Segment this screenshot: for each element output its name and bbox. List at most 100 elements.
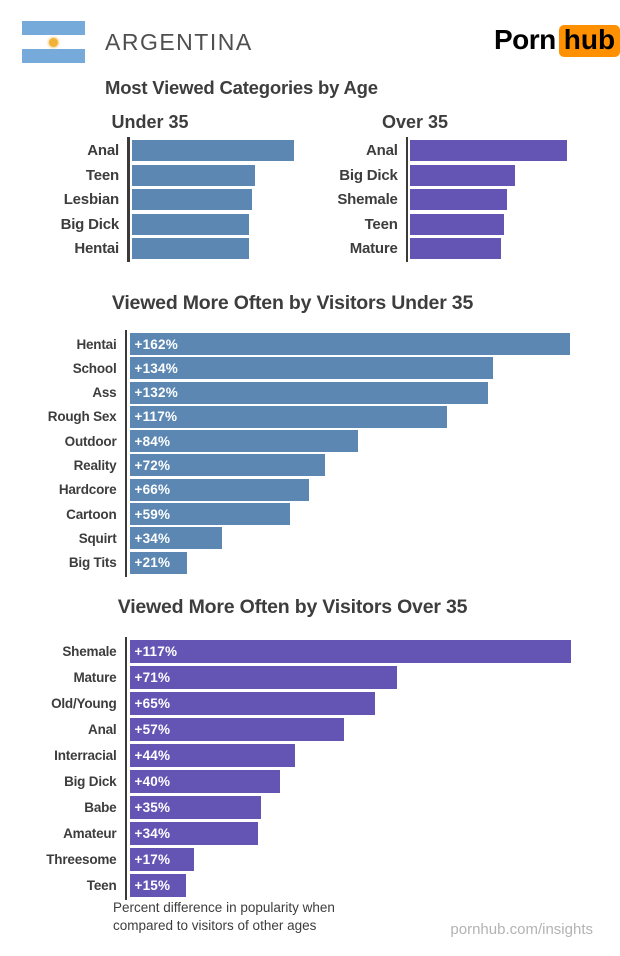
axis-line (127, 137, 130, 262)
country-name: ARGENTINA (105, 29, 253, 55)
category-label: Big Dick (64, 774, 117, 789)
bar-value-label: +132% (134, 385, 178, 401)
flag-stripe-middle (22, 35, 85, 49)
chart-row: Outdoor +84% (0, 430, 620, 453)
category-label: Mature (73, 670, 117, 685)
footer-note-line2: compared to visitors of other ages (113, 918, 317, 933)
chart-row: Big Dick (278, 164, 620, 186)
category-label: Amateur (63, 826, 117, 841)
bar-value-label: +57% (134, 722, 171, 737)
category-label: Interracial (54, 748, 117, 763)
chart-row: Rough Sex +117% (0, 405, 620, 428)
flag-stripe-top (22, 21, 85, 35)
category-label: Teen (364, 215, 398, 233)
bar-value-label: +71% (134, 670, 171, 685)
footer-note-line1: Percent difference in popularity when (113, 900, 335, 915)
chart-row: Threesome +17% (0, 848, 620, 871)
bar-value-label: +117% (134, 409, 178, 425)
chart-row: Hentai +162% (0, 333, 620, 355)
chart-row: Mature +71% (0, 666, 620, 689)
bar (409, 164, 516, 186)
bar (409, 189, 508, 210)
bar-value-label: +34% (134, 826, 171, 841)
chart-row: School +134% (0, 357, 620, 380)
category-label: Threesome (46, 852, 117, 867)
bar (409, 140, 567, 161)
axis-line (405, 137, 409, 262)
chart-row: Anal (0, 140, 300, 161)
axis-line (124, 330, 127, 577)
category-label: Teen (86, 878, 117, 893)
bar: +59% (129, 503, 290, 526)
main-title: Most Viewed Categories by Age (105, 77, 378, 98)
bar-value-label: +40% (134, 774, 171, 789)
chart-row: Big Dick (0, 213, 300, 235)
category-label: Big Dick (339, 166, 398, 184)
chart-row: Teen (278, 213, 620, 235)
category-label: Big Tits (68, 555, 117, 571)
chart-row: Big Tits +21% (0, 551, 620, 574)
bar-value-label: +162% (134, 336, 178, 352)
bar-value-label: +44% (134, 748, 171, 763)
bar: +71% (129, 666, 398, 689)
category-label: Hentai (74, 240, 119, 257)
chart-row: Interracial +44% (0, 744, 620, 767)
bar: +17% (129, 848, 194, 871)
over35-top-categories-chart: Anal Big Dick Shemale Teen Mature (278, 137, 620, 262)
category-label: Anal (88, 722, 117, 737)
category-label: Hardcore (58, 482, 117, 498)
category-label: Ass (92, 385, 117, 401)
bar-value-label: +59% (134, 506, 171, 522)
bar (132, 238, 249, 259)
bar-value-label: +84% (134, 433, 171, 449)
category-label: Cartoon (66, 506, 117, 522)
bar-value-label: +15% (134, 878, 171, 893)
chart-row: Babe +35% (0, 796, 620, 819)
chart-row: Amateur +34% (0, 822, 620, 845)
over35-chart-title: Over 35 (381, 112, 449, 132)
bar: +162% (129, 333, 570, 355)
footer-note: Percent difference in popularity when co… (113, 899, 335, 935)
category-label: Lesbian (63, 191, 119, 208)
chart-row: Hentai (0, 238, 300, 259)
chart-row: Reality +72% (0, 454, 620, 477)
bar: +72% (129, 454, 326, 477)
bar (409, 238, 502, 259)
chart-row: Big Dick +40% (0, 770, 620, 793)
bar: +15% (129, 874, 187, 897)
category-label: Shemale (62, 644, 117, 659)
more-over35-chart: Shemale +117% Mature +71% Old/Young +65% Anal +… (0, 637, 620, 900)
chart-row: Anal +57% (0, 718, 620, 741)
bar (409, 213, 505, 235)
category-label: Reality (73, 457, 117, 473)
bar: +134% (129, 357, 494, 380)
bar-value-label: +34% (134, 530, 171, 546)
more-under35-chart: Hentai +162% School +134% Ass +132% Rough Sex +… (0, 330, 620, 577)
bar-value-label: +72% (134, 457, 171, 473)
axis-line (124, 637, 127, 900)
category-label: Anal (87, 142, 119, 159)
bar: +34% (129, 822, 258, 845)
chart-row: Lesbian (0, 189, 300, 210)
chart-row: Old/Young +65% (0, 692, 620, 715)
bar: +40% (129, 770, 281, 793)
bar: +21% (129, 551, 187, 574)
bar: +84% (129, 430, 358, 453)
category-label: Outdoor (64, 433, 117, 449)
flag-stripe-bottom (22, 49, 85, 63)
chart-row: Cartoon +59% (0, 503, 620, 526)
chart-row: Ass +132% (0, 381, 620, 404)
bar: +132% (129, 381, 489, 404)
more-over35-title: Viewed More Often by Visitors Over 35 (117, 596, 468, 618)
chart-row: Mature (278, 238, 620, 259)
category-label: Teen (85, 166, 119, 184)
pornhub-logo: Porn hub (494, 24, 620, 57)
logo-hub-badge: hub (558, 25, 620, 57)
category-label: Anal (365, 142, 398, 159)
bar (132, 213, 249, 235)
bar: +117% (129, 640, 571, 663)
category-label: Hentai (76, 336, 117, 352)
under35-chart-title: Under 35 (111, 112, 189, 132)
category-label: Babe (84, 800, 117, 815)
